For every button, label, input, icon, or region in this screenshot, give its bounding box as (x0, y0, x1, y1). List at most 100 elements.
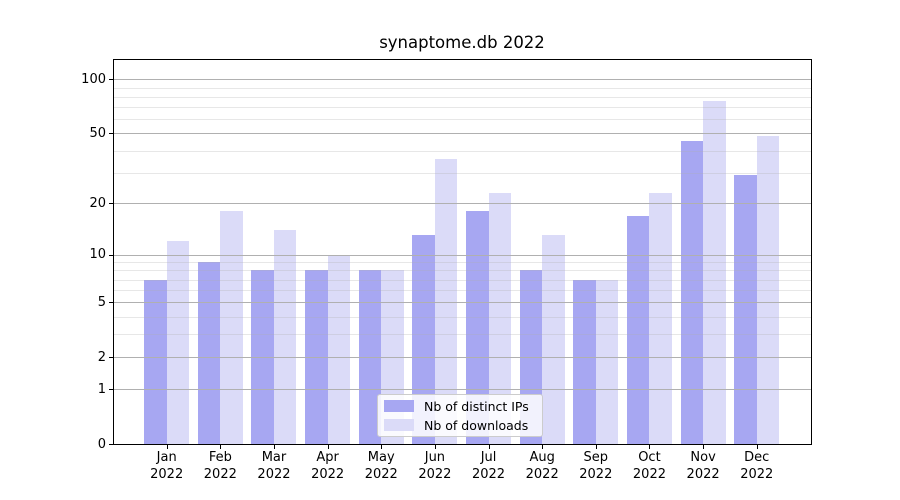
x-tick-mark-mar (273, 444, 275, 449)
minor-gridline-90 (114, 87, 811, 89)
bar-distinct-ips-sep (573, 279, 596, 444)
x-tick-month-sep: Sep (583, 450, 609, 465)
x-tick-label-jun: Jun 2022 (404, 450, 466, 483)
x-tick-month-dec: Dec (744, 450, 770, 465)
grid-layer (114, 60, 811, 444)
bar-downloads-aug (542, 235, 565, 444)
x-tick-mark-oct (649, 444, 651, 449)
x-tick-mark-sep (595, 444, 597, 449)
x-tick-mark-jun (434, 444, 436, 449)
bar-distinct-ips-nov (680, 141, 704, 444)
bar-downloads-mar (273, 230, 297, 444)
minor-gridline-30 (114, 172, 811, 174)
bar-distinct-ips-apr (305, 270, 328, 444)
x-tick-label-feb: Feb 2022 (189, 450, 251, 483)
x-tick-mark-aug (542, 444, 544, 449)
minor-gridline-70 (114, 107, 811, 109)
legend: Nb of distinct IPs Nb of downloads (377, 394, 543, 437)
x-tick-month-nov: Nov (690, 450, 716, 465)
bar-downloads-sep (595, 279, 619, 444)
x-tick-month-apr: Apr (316, 450, 339, 465)
legend-item-downloads: Nb of downloads (384, 417, 535, 433)
y-tick-mark-100 (109, 79, 114, 81)
bar-downloads-jan (166, 241, 190, 444)
major-gridline-1 (114, 389, 811, 391)
x-tick-month-mar: Mar (261, 450, 287, 465)
major-gridline-2 (114, 357, 811, 359)
bar-distinct-ips-jun (412, 235, 435, 444)
bar-distinct-ips-mar (251, 270, 274, 444)
x-tick-label-aug: Aug 2022 (511, 450, 573, 483)
y-tick-mark-10 (109, 254, 114, 256)
bar-downloads-dec (756, 136, 780, 444)
bar-downloads-jun (434, 158, 458, 444)
minor-gridline-9 (114, 262, 811, 264)
bar-distinct-ips-jul (466, 211, 489, 444)
bar-distinct-ips-jan (144, 279, 167, 444)
x-tick-month-jan: Jan (156, 450, 177, 465)
minor-gridline-6 (114, 290, 811, 292)
x-tick-year-nov: 2022 (686, 466, 720, 482)
x-tick-month-may: May (367, 450, 395, 465)
chart-title: synaptome.db 2022 (379, 33, 545, 52)
x-tick-month-aug: Aug (529, 450, 555, 465)
plot-area (113, 59, 812, 445)
y-tick-mark-5 (109, 302, 114, 304)
x-tick-mark-jul (488, 444, 490, 449)
minor-gridline-4 (114, 316, 811, 318)
y-tick-label-100: 100 (81, 71, 106, 87)
x-tick-month-feb: Feb (208, 450, 232, 465)
x-tick-year-oct: 2022 (632, 466, 666, 482)
y-tick-label-1: 1 (97, 381, 106, 397)
bar-downloads-apr (327, 254, 351, 444)
x-tick-label-may: May 2022 (350, 450, 412, 483)
y-tick-label-10: 10 (89, 247, 106, 263)
x-tick-label-jul: Jul 2022 (458, 450, 520, 483)
legend-item-distinct-ips: Nb of distinct IPs (384, 398, 535, 414)
minor-gridline-60 (114, 119, 811, 121)
major-gridline-10 (114, 254, 811, 256)
x-tick-month-jun: Jun (424, 450, 446, 465)
y-tick-mark-50 (109, 133, 114, 135)
legend-label-downloads: Nb of downloads (424, 417, 529, 433)
y-tick-label-2: 2 (97, 349, 106, 365)
x-tick-year-aug: 2022 (525, 466, 559, 482)
y-tick-label-20: 20 (89, 195, 106, 211)
major-gridline-5 (114, 302, 811, 304)
minor-gridline-40 (114, 150, 811, 152)
x-tick-month-jul: Jul (480, 450, 497, 465)
minor-gridline-8 (114, 270, 811, 272)
x-tick-year-may: 2022 (364, 466, 398, 482)
minor-gridline-80 (114, 96, 811, 98)
y-tick-label-0: 0 (97, 436, 106, 452)
y-tick-mark-20 (109, 203, 114, 205)
x-tick-year-jun: 2022 (418, 466, 452, 482)
legend-swatch-distinct-ips (384, 400, 414, 412)
bar-downloads-feb (220, 211, 243, 444)
x-tick-label-oct: Oct 2022 (618, 450, 680, 483)
minor-gridline-3 (114, 334, 811, 336)
bar-downloads-jul (488, 192, 512, 444)
y-tick-mark-0 (109, 444, 114, 445)
x-tick-label-dec: Dec 2022 (726, 450, 788, 483)
y-tick-mark-1 (109, 389, 114, 391)
y-tick-label-5: 5 (97, 294, 106, 310)
minor-gridline-7 (114, 279, 811, 281)
x-tick-label-sep: Sep 2022 (565, 450, 627, 483)
x-tick-label-mar: Mar 2022 (243, 450, 305, 483)
x-tick-mark-jan (166, 444, 168, 449)
x-tick-mark-feb (220, 444, 222, 449)
x-tick-label-apr: Apr 2022 (297, 450, 359, 483)
legend-swatch-downloads (384, 419, 414, 431)
y-tick-label-50: 50 (89, 125, 106, 141)
x-tick-year-jan: 2022 (150, 466, 184, 482)
legend-label-distinct-ips: Nb of distinct IPs (424, 398, 529, 414)
bar-distinct-ips-dec (734, 175, 757, 444)
x-tick-mark-apr (327, 444, 329, 449)
major-gridline-20 (114, 203, 811, 205)
bar-distinct-ips-may (358, 270, 382, 444)
x-tick-year-feb: 2022 (203, 466, 237, 482)
bar-downloads-oct (649, 192, 672, 444)
y-tick-mark-2 (109, 357, 114, 359)
